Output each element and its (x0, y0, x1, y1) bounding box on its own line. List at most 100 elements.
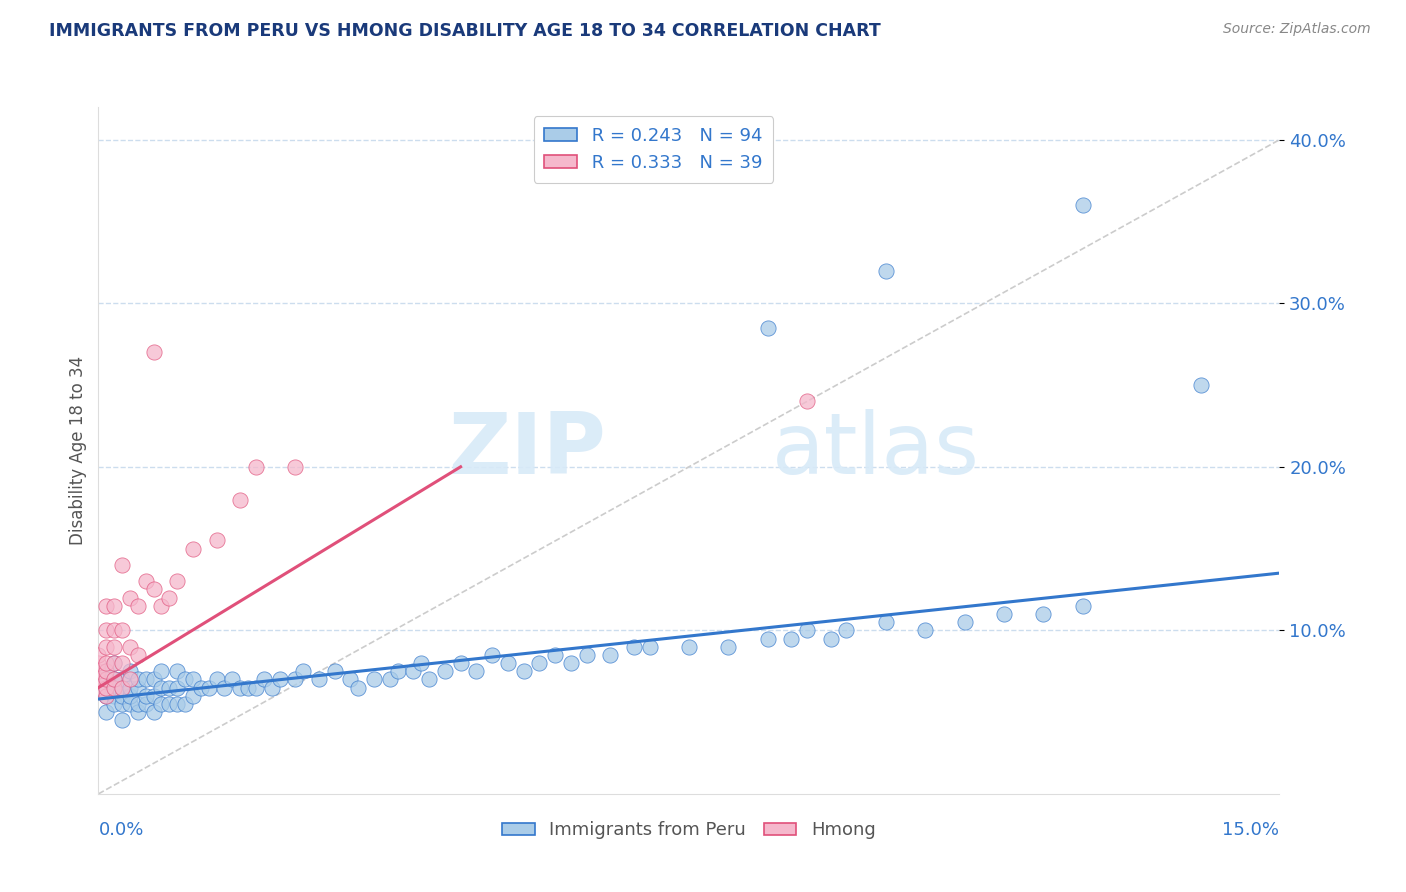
Point (339, 673, 361, 687)
Point (142, 582, 165, 597)
Point (418, 673, 440, 687)
Point (1071, 599, 1094, 613)
Point (835, 624, 858, 638)
Point (127, 697, 149, 711)
Text: ZIP: ZIP (449, 409, 606, 492)
Point (96, 689, 118, 703)
Point (1071, 198, 1094, 212)
Point (127, 648, 149, 662)
Point (87, 648, 110, 662)
Point (575, 648, 598, 662)
Point (780, 632, 803, 646)
Point (214, 681, 236, 695)
Point (181, 689, 204, 703)
Point (96, 705, 118, 719)
Point (560, 656, 582, 670)
Point (190, 681, 212, 695)
Point (875, 263, 897, 277)
Point (166, 574, 188, 589)
Point (363, 673, 385, 687)
Point (245, 459, 267, 474)
Point (103, 624, 125, 638)
Point (103, 656, 125, 670)
Point (111, 656, 134, 670)
Point (323, 664, 346, 679)
Point (269, 673, 291, 687)
Point (678, 640, 700, 654)
Point (284, 459, 307, 474)
Point (402, 664, 425, 679)
Point (796, 394, 818, 409)
Point (157, 681, 180, 695)
Point (96, 599, 118, 613)
Point (96, 681, 118, 695)
Point (236, 681, 259, 695)
Point (103, 697, 125, 711)
Point (103, 673, 125, 687)
Point (150, 599, 173, 613)
Point (796, 624, 818, 638)
Text: IMMIGRANTS FROM PERU VS HMONG DISABILITY AGE 18 TO 34 CORRELATION CHART: IMMIGRANTS FROM PERU VS HMONG DISABILITY… (49, 22, 882, 40)
Point (96, 640, 118, 654)
Point (111, 681, 134, 695)
Point (118, 640, 141, 654)
Point (96, 681, 118, 695)
Point (118, 591, 141, 605)
Point (111, 681, 134, 695)
Point (260, 681, 283, 695)
Point (993, 607, 1015, 621)
Point (174, 697, 197, 711)
Point (96, 673, 118, 687)
Point (166, 697, 188, 711)
Point (387, 664, 409, 679)
Point (205, 533, 228, 548)
Text: 15.0%: 15.0% (1222, 822, 1279, 839)
Text: Source: ZipAtlas.com: Source: ZipAtlas.com (1223, 22, 1371, 37)
Point (378, 673, 401, 687)
Point (820, 632, 842, 646)
Point (96, 689, 118, 703)
Text: 0.0%: 0.0% (98, 822, 143, 839)
Point (150, 664, 173, 679)
Point (127, 705, 149, 719)
Y-axis label: Disability Age 18 to 34: Disability Age 18 to 34 (69, 356, 87, 545)
Point (481, 648, 503, 662)
Point (142, 689, 165, 703)
Point (599, 648, 621, 662)
Point (756, 321, 779, 335)
Point (347, 681, 370, 695)
Point (127, 681, 149, 695)
Point (118, 697, 141, 711)
Point (150, 681, 173, 695)
Point (529, 656, 551, 670)
Point (135, 689, 157, 703)
Point (284, 673, 307, 687)
Point (229, 681, 252, 695)
Point (135, 574, 157, 589)
Point (181, 541, 204, 556)
Point (221, 673, 243, 687)
Point (623, 640, 645, 654)
Point (465, 664, 488, 679)
Point (914, 624, 936, 638)
Point (157, 697, 180, 711)
Point (103, 673, 125, 687)
Point (118, 664, 141, 679)
Point (1032, 607, 1054, 621)
Point (135, 697, 157, 711)
Point (127, 673, 149, 687)
Point (756, 632, 779, 646)
Point (103, 640, 125, 654)
Point (142, 673, 165, 687)
Point (96, 673, 118, 687)
Point (229, 492, 252, 507)
Point (87, 656, 110, 670)
Point (111, 624, 134, 638)
Point (953, 615, 976, 630)
Point (450, 656, 472, 670)
Point (205, 673, 228, 687)
Point (103, 656, 125, 670)
Point (111, 673, 134, 687)
Point (96, 624, 118, 638)
Point (118, 689, 141, 703)
